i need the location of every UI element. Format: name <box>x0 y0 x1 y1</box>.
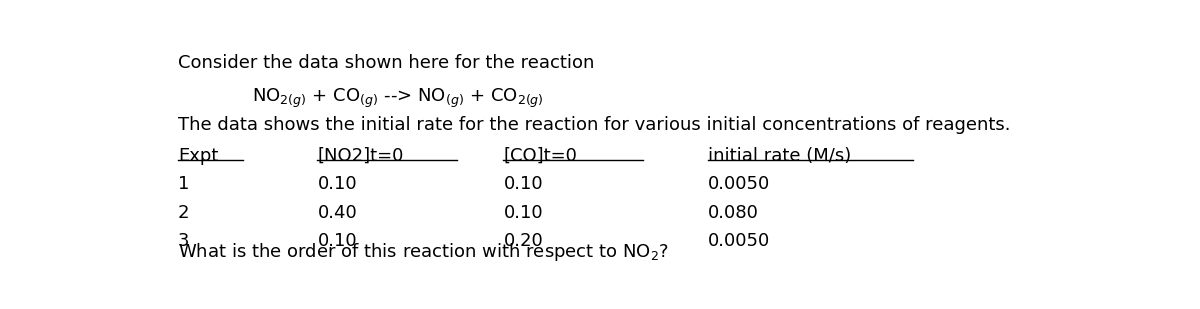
Text: 0.10: 0.10 <box>504 204 544 222</box>
Text: NO$_{2(g)}$ + CO$_{(g)}$ --> NO$_{(g)}$ + CO$_{2(g)}$: NO$_{2(g)}$ + CO$_{(g)}$ --> NO$_{(g)}$ … <box>252 87 544 110</box>
Text: 0.40: 0.40 <box>317 204 358 222</box>
Text: The data shows the initial rate for the reaction for various initial concentrati: The data shows the initial rate for the … <box>178 116 1010 133</box>
Text: What is the order of this reaction with respect to NO$_2$?: What is the order of this reaction with … <box>178 241 668 263</box>
Text: 1: 1 <box>178 175 190 193</box>
Text: 0.10: 0.10 <box>504 175 544 193</box>
Text: 0.10: 0.10 <box>317 175 358 193</box>
Text: Consider the data shown here for the reaction: Consider the data shown here for the rea… <box>178 54 594 72</box>
Text: 0.080: 0.080 <box>708 204 758 222</box>
Text: [CO]t=0: [CO]t=0 <box>504 146 577 164</box>
Text: 0.0050: 0.0050 <box>708 232 770 250</box>
Text: 0.0050: 0.0050 <box>708 175 770 193</box>
Text: initial rate (M/s): initial rate (M/s) <box>708 146 851 164</box>
Text: 0.10: 0.10 <box>317 232 358 250</box>
Text: 3: 3 <box>178 232 190 250</box>
Text: [NO2]t=0: [NO2]t=0 <box>317 146 403 164</box>
Text: 2: 2 <box>178 204 190 222</box>
Text: Expt: Expt <box>178 146 218 164</box>
Text: 0.20: 0.20 <box>504 232 544 250</box>
